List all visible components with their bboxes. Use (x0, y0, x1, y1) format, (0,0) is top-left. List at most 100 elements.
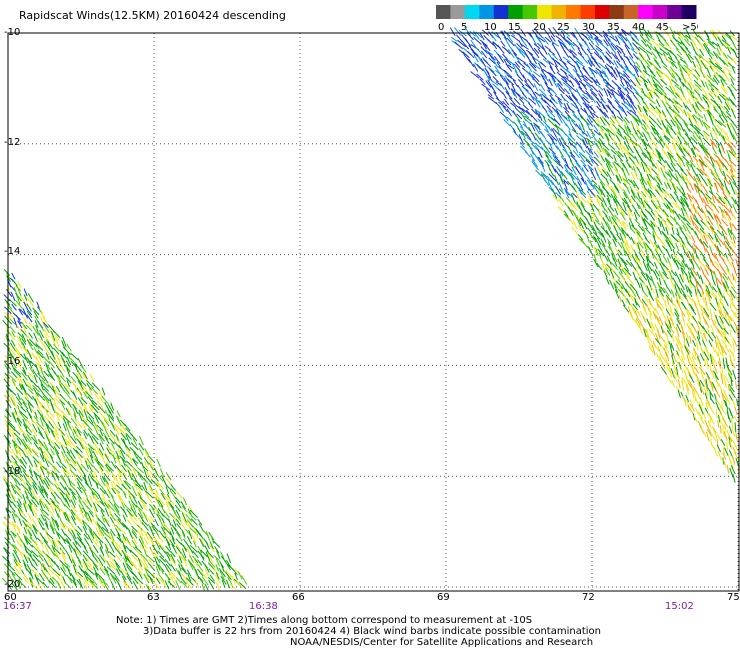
wind-barb (720, 373, 724, 385)
wind-barb (658, 72, 665, 81)
wind-barb (485, 88, 493, 97)
wind-barb (614, 247, 620, 254)
wind-barb (600, 238, 606, 248)
wind-barb (578, 205, 584, 216)
wind-barb (558, 198, 564, 207)
wind-barb (720, 86, 728, 95)
wind-barb (598, 245, 603, 253)
wind-barb (687, 278, 693, 289)
wind-barb (686, 309, 690, 321)
wind-barb (11, 583, 18, 591)
wind-barb (557, 206, 565, 214)
wind-barb (563, 180, 568, 191)
wind-barb (642, 69, 651, 77)
wind-barb (590, 54, 596, 61)
wind-barb (596, 237, 602, 245)
wind-barb (57, 488, 62, 496)
wind-barb (623, 41, 631, 50)
wind-barb (72, 407, 77, 418)
wind-barb (550, 98, 558, 105)
wind-barb (164, 558, 171, 567)
wind-barb (621, 208, 628, 216)
wind-barb (544, 81, 551, 92)
wind-barb (70, 504, 78, 513)
wind-barb (194, 528, 199, 539)
wind-barb (532, 73, 540, 83)
wind-barb (506, 37, 515, 47)
wind-barb (31, 518, 38, 528)
wind-barb (95, 481, 99, 489)
wind-barb (621, 198, 628, 205)
wind-barb (241, 575, 248, 585)
wind-barb (630, 113, 638, 123)
wind-barb (532, 71, 541, 78)
wind-barb (693, 175, 699, 186)
wind-barb (703, 179, 709, 187)
wind-barb (190, 518, 198, 526)
wind-barb (219, 570, 226, 581)
wind-barb (50, 516, 57, 524)
wind-barb (575, 123, 581, 131)
wind-barb (16, 286, 22, 297)
wind-barb (719, 419, 725, 429)
wind-barb (546, 176, 554, 186)
wind-barb (506, 108, 513, 117)
wind-barb (25, 435, 33, 445)
wind-barb (44, 522, 50, 530)
wind-barb (718, 197, 726, 205)
wind-barb (55, 385, 61, 393)
wind-barb (105, 482, 111, 490)
wind-barb (529, 61, 537, 69)
wind-barb (20, 514, 28, 523)
wind-barb (588, 58, 593, 66)
wind-barb (673, 182, 677, 191)
wind-barb (548, 62, 553, 70)
wind-barb (649, 156, 654, 167)
wind-barb (104, 544, 109, 554)
wind-barb (698, 230, 705, 241)
wind-barb (59, 460, 67, 469)
wind-barb (582, 78, 592, 87)
wind-barb (702, 230, 709, 239)
wind-barb (503, 98, 510, 106)
wind-barb (597, 93, 604, 101)
wind-barb (66, 422, 73, 431)
wind-barb (595, 69, 603, 78)
wind-barb (602, 30, 609, 37)
wind-barb (175, 509, 181, 519)
wind-barb (60, 400, 66, 410)
wind-barb (89, 444, 94, 454)
colorbar-swatch (609, 5, 625, 19)
wind-barb (22, 470, 29, 478)
wind-barb (238, 582, 247, 590)
wind-barb (478, 57, 484, 65)
wind-barb (15, 386, 24, 395)
wind-barb (726, 441, 729, 451)
wind-barb (656, 108, 662, 117)
wind-barb (721, 197, 728, 208)
wind-barb (680, 46, 687, 54)
wind-barb (607, 67, 614, 78)
wind-barb (16, 325, 22, 332)
wind-barb (730, 324, 736, 334)
wind-barb (23, 294, 28, 301)
wind-barb (170, 576, 177, 586)
wind-barb (675, 48, 683, 56)
wind-barb (719, 57, 726, 65)
wind-barb (174, 504, 181, 512)
wind-barb (671, 183, 677, 194)
wind-barb (675, 386, 681, 393)
colorbar-swatch (551, 5, 567, 19)
wind-barb (638, 28, 644, 37)
wind-barb (733, 451, 740, 461)
wind-barb (20, 296, 28, 307)
lon-label-72: 72 (582, 592, 595, 603)
wind-barb (685, 105, 692, 113)
wind-barb (707, 88, 713, 95)
wind-barb (169, 530, 175, 541)
wind-barb (623, 146, 629, 155)
wind-barb (679, 273, 684, 283)
wind-barb (114, 425, 120, 436)
wind-barb (724, 374, 730, 384)
wind-barb (697, 212, 704, 221)
